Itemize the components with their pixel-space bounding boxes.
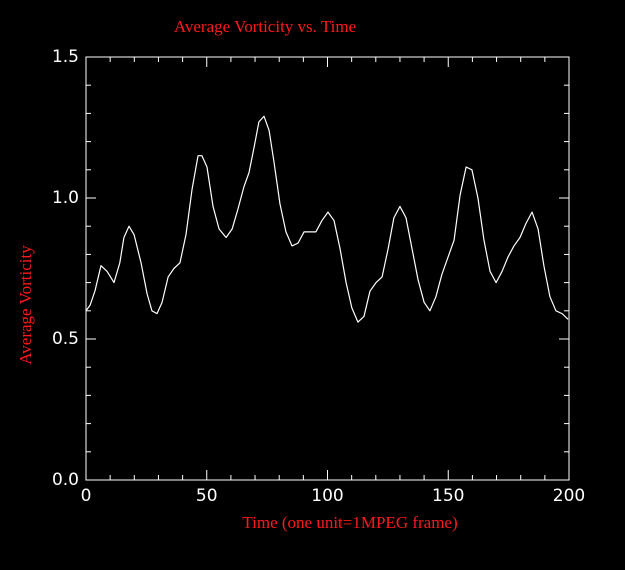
x-tick-label: 100 [311,486,343,506]
y-tick-label: 0.5 [52,329,79,349]
x-tick-label: 200 [553,486,585,506]
x-tick-label: 50 [196,486,218,506]
data-line [85,115,569,323]
y-tick-label: 1.5 [52,47,79,67]
y-tick-label: 0.0 [52,470,79,490]
x-tick-label: 0 [81,486,92,506]
x-tick-label: 150 [432,486,464,506]
x-axis-label: Time (one unit=1MPEG frame) [242,513,457,532]
chart-title: Average Vorticity vs. Time [174,17,356,36]
y-tick-label: 1.0 [52,188,79,208]
y-axis-label: Average Vorticity [16,245,35,365]
plot-frame [85,56,570,481]
